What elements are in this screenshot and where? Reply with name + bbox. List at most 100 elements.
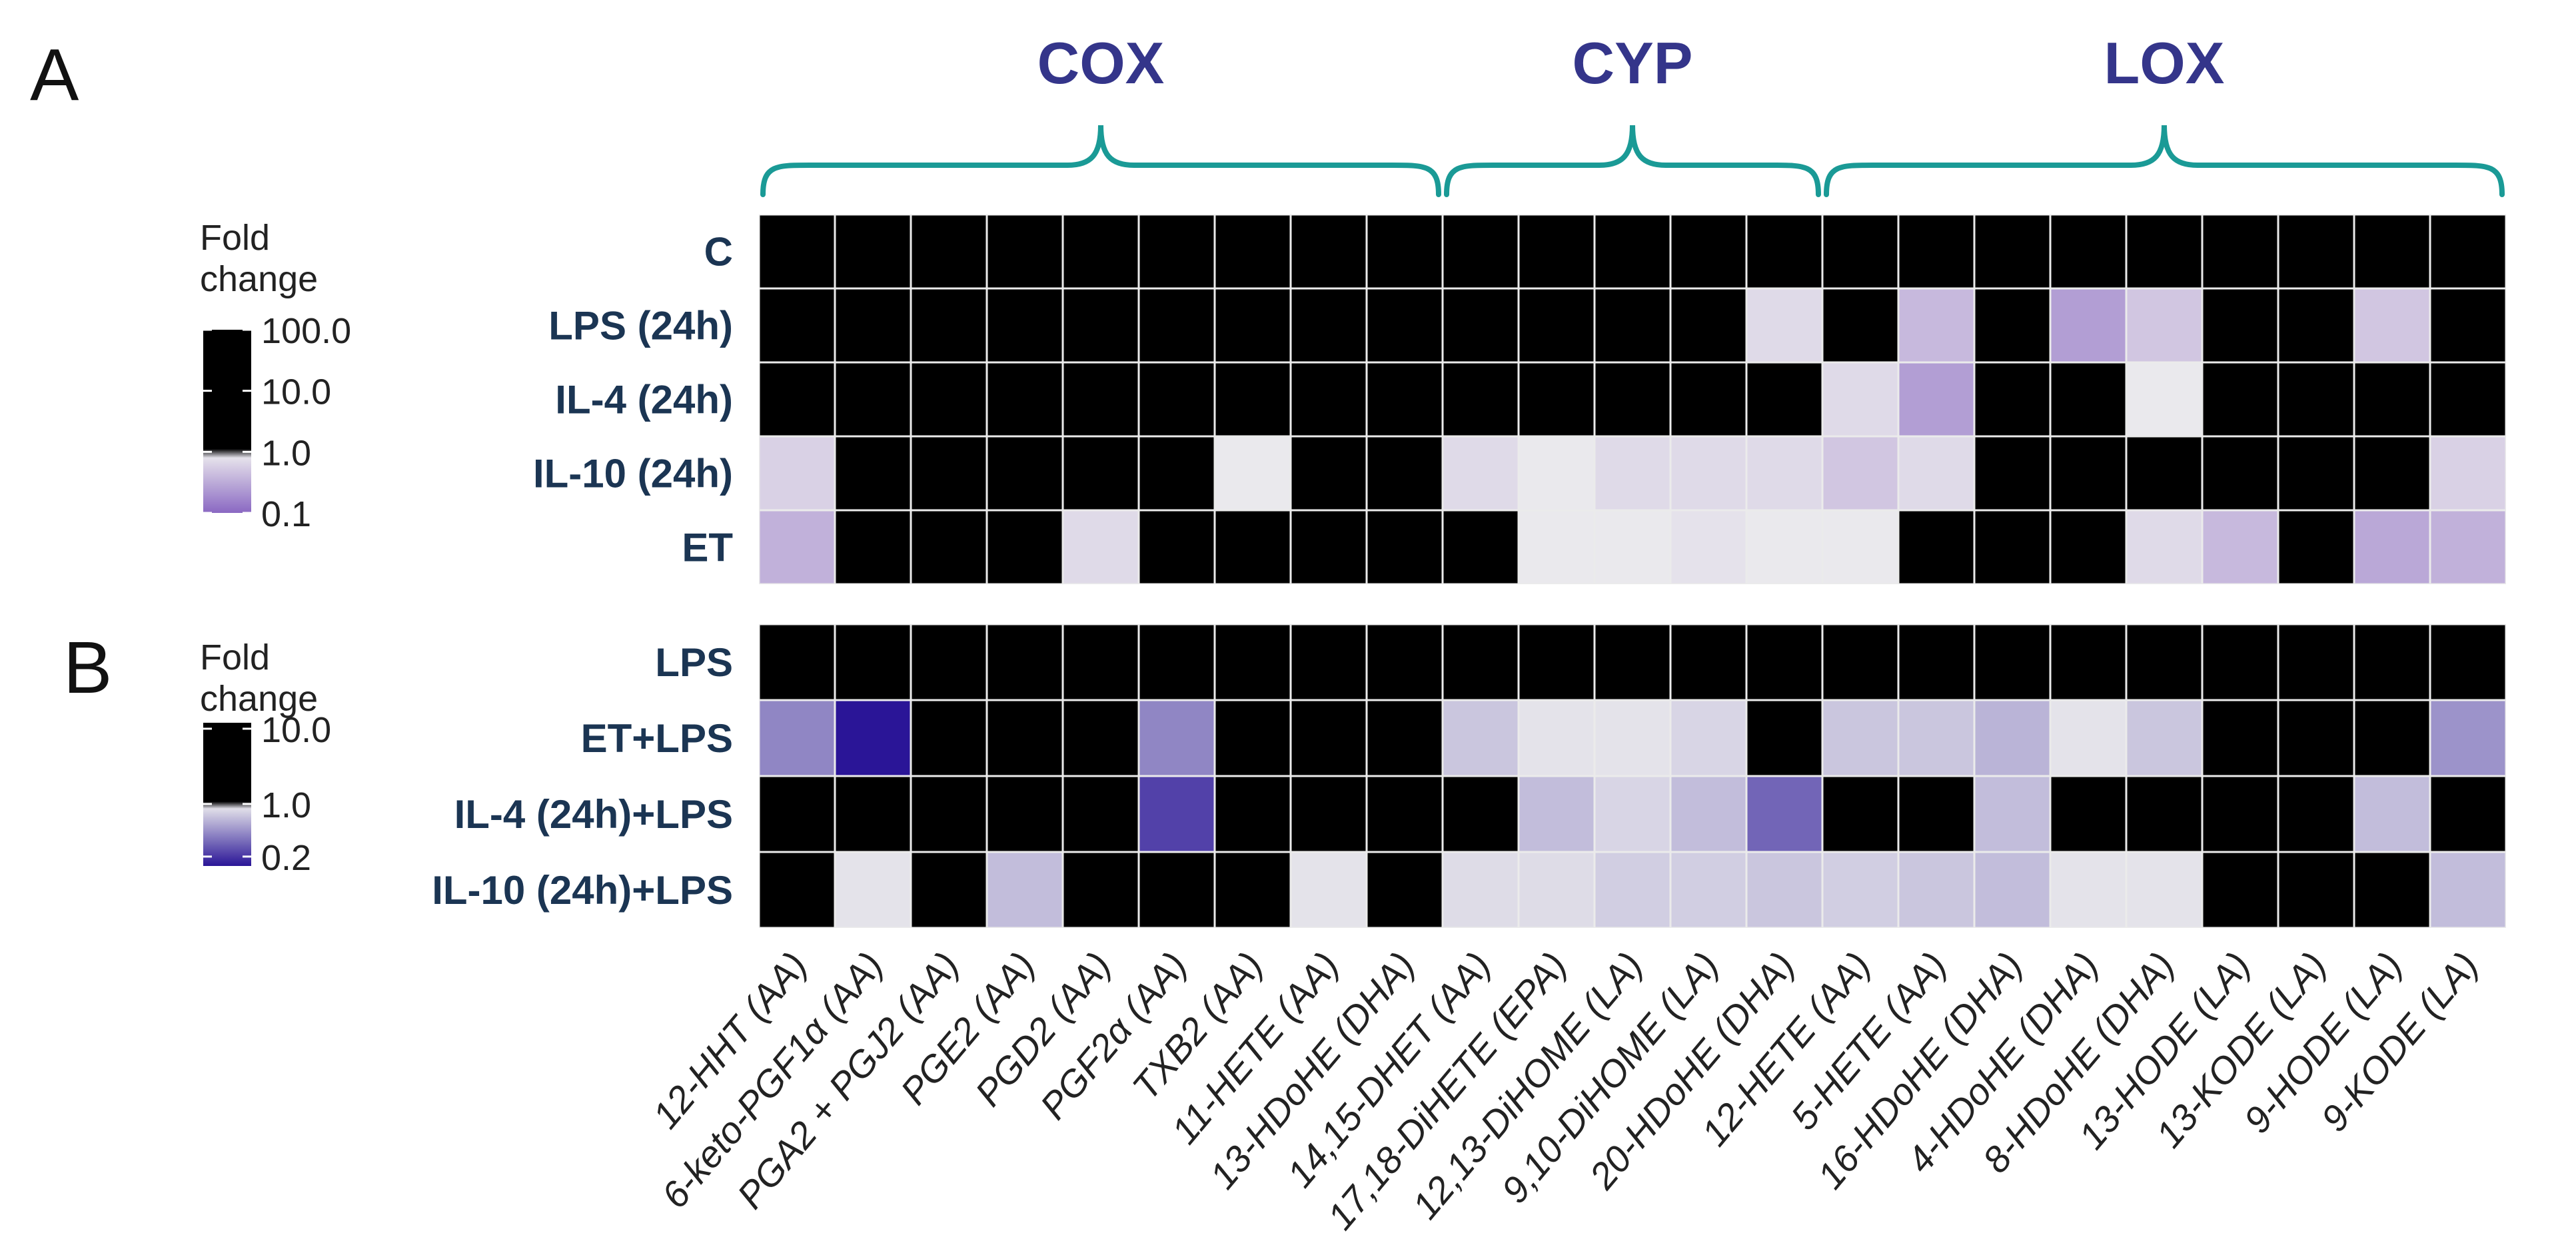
heatmap-cell (1747, 215, 1822, 288)
heatmap-cell (1899, 437, 1974, 510)
heatmap-cell (1671, 511, 1746, 584)
heatmap-cell (1063, 777, 1138, 851)
heatmap-cell (2279, 625, 2353, 699)
row-label: IL-4 (24h) (555, 378, 733, 422)
legend-colorbar (203, 330, 251, 513)
heatmap-cell (912, 289, 986, 362)
group-bracket (1444, 125, 1821, 197)
heatmap-cell (1063, 215, 1138, 288)
heatmap-cell (2279, 701, 2353, 775)
panel-letter-a: A (30, 34, 79, 116)
row-label: ET+LPS (581, 716, 733, 761)
heatmap-cell (1747, 289, 1822, 362)
heatmap-cell (1291, 363, 1366, 436)
heatmap-cell (1671, 853, 1746, 927)
heatmap-cell (2051, 777, 2126, 851)
heatmap-cell (2279, 511, 2353, 584)
group-bracket (760, 125, 1441, 197)
heatmap-cell (1367, 701, 1442, 775)
heatmap-cell (1139, 853, 1214, 927)
heatmap-cell (1367, 215, 1442, 288)
heatmap-cell (2431, 777, 2505, 851)
heatmap-cell (2279, 853, 2353, 927)
heatmap-cell (1595, 289, 1670, 362)
heatmap-cell (2051, 289, 2126, 362)
heatmap-cell (1975, 289, 2050, 362)
heatmap-cell (1595, 363, 1670, 436)
heatmap-cell (1215, 215, 1290, 288)
heatmap-cell (1215, 363, 1290, 436)
heatmap-cell (912, 701, 986, 775)
heatmap-cell (987, 701, 1062, 775)
heatmap-cell (2355, 215, 2429, 288)
heatmap-cell (1519, 701, 1594, 775)
heatmap-cell (760, 777, 834, 851)
heatmap-cell (836, 701, 910, 775)
heatmap-cell (1063, 363, 1138, 436)
heatmap-cell (1671, 363, 1746, 436)
heatmap-cell (2127, 625, 2202, 699)
legend-tick-label: 100.0 (261, 311, 351, 351)
heatmap-cell (1823, 853, 1898, 927)
heatmap-cell (1519, 853, 1594, 927)
heatmap-cell (2127, 437, 2202, 510)
heatmap-cell (1443, 511, 1518, 584)
heatmap-cell (987, 625, 1062, 699)
heatmap-cell (2355, 511, 2429, 584)
heatmap-cell (2355, 289, 2429, 362)
legend-tick-label: 1.0 (261, 785, 311, 825)
row-label: IL-4 (24h)+LPS (454, 792, 733, 837)
heatmap-cell (1595, 511, 1670, 584)
heatmap-cell (2127, 511, 2202, 584)
heatmap-cell (2203, 289, 2277, 362)
heatmap-cell (1443, 701, 1518, 775)
heatmap-cell (2431, 289, 2505, 362)
row-label: C (704, 230, 733, 274)
heatmap-cell (1975, 625, 2050, 699)
heatmap-cell (1747, 853, 1822, 927)
row-label: ET (682, 526, 733, 570)
heatmap-cell (2279, 289, 2353, 362)
heatmap-cell (2355, 437, 2429, 510)
heatmap-cell (1063, 853, 1138, 927)
heatmap-cell (1975, 363, 2050, 436)
heatmap-cell (2203, 625, 2277, 699)
heatmap-cell (1291, 289, 1366, 362)
heatmap-cell (912, 511, 986, 584)
heatmap-cell (1139, 777, 1214, 851)
heatmap-cell (760, 363, 834, 436)
group-label: COX (1037, 30, 1165, 96)
heatmap-cell (1823, 777, 1898, 851)
heatmap-cell (1519, 363, 1594, 436)
heatmap-cell (836, 363, 910, 436)
heatmap-cell (760, 215, 834, 288)
heatmap-cell (1671, 625, 1746, 699)
heatmap-cell (1291, 777, 1366, 851)
heatmap-cell (1899, 625, 1974, 699)
heatmap-cell (836, 625, 910, 699)
heatmap-cell (1747, 511, 1822, 584)
heatmap-cell (836, 437, 910, 510)
heatmap-cell (1215, 853, 1290, 927)
legend-tick-label: 10.0 (261, 372, 331, 412)
heatmap-cell (2051, 437, 2126, 510)
panel-letter-b: B (63, 627, 112, 709)
legend-title: Fold (200, 218, 270, 258)
heatmap-cell (836, 853, 910, 927)
heatmap-cell (760, 437, 834, 510)
heatmap-cell (1443, 215, 1518, 288)
heatmap-cell (2355, 363, 2429, 436)
heatmap-cell (836, 289, 910, 362)
heatmap-cell (2279, 437, 2353, 510)
heatmap-cell (1443, 777, 1518, 851)
heatmap-cell (1823, 289, 1898, 362)
heatmap-cell (912, 625, 986, 699)
heatmap-cell (2355, 853, 2429, 927)
heatmap-cell (1139, 511, 1214, 584)
heatmap-cell (1671, 701, 1746, 775)
heatmap-cell (1215, 437, 1290, 510)
heatmap-cell (2203, 437, 2277, 510)
heatmap-cell (2127, 853, 2202, 927)
heatmap-cell (2431, 215, 2505, 288)
heatmap-cell (1139, 625, 1214, 699)
